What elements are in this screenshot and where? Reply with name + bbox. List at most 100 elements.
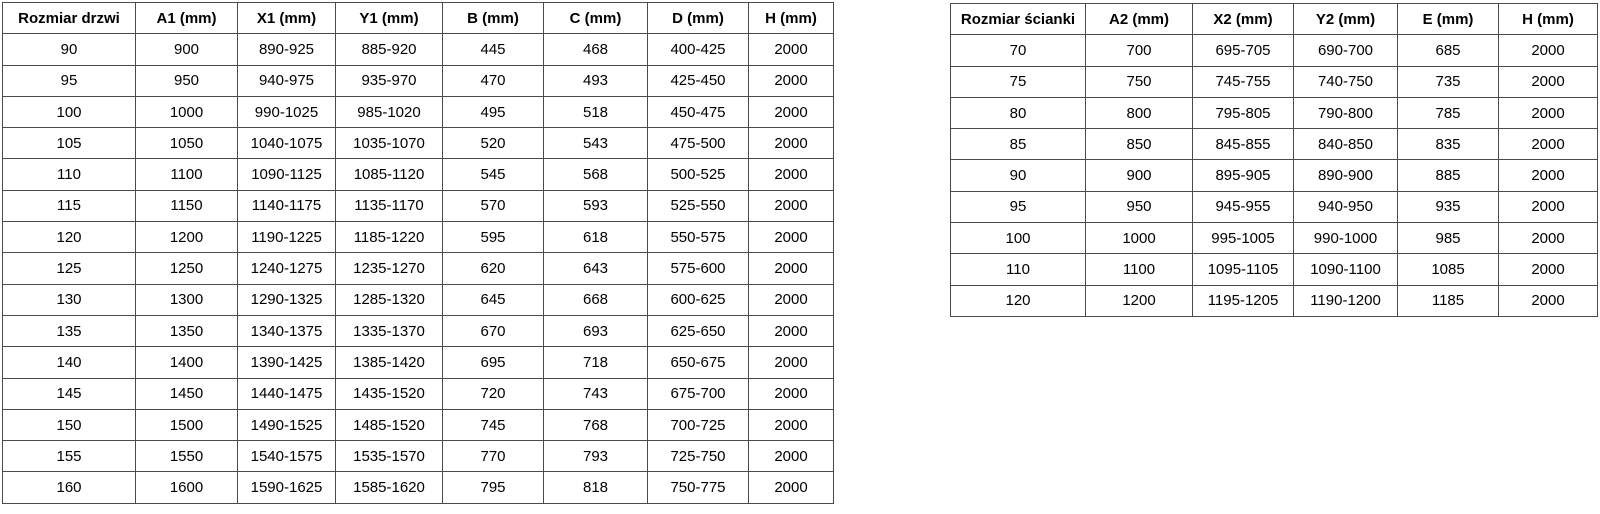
table-cell: 720 — [442, 377, 544, 410]
table-row: 100 1000 995-1005 990-1000 985 2000 — [950, 222, 1598, 255]
table-cell: 895-905 — [1192, 159, 1294, 192]
column-header: Rozmiar ścianki — [950, 2, 1086, 36]
table-cell: 1600 — [135, 471, 238, 504]
table-row: 100 1000 990-1025 985-1020 495 518 450-475 2000 — [2, 95, 834, 129]
table-cell: 890-900 — [1293, 159, 1398, 192]
table-row: 110 1100 1090-1125 1085-1120 545 568 500-525 20… — [2, 158, 834, 191]
column-header: Rozmiar drzwi — [2, 1, 136, 35]
door-table-header-row: Rozmiar drzwi A1 (mm) X1 (mm) Y1 (mm) B (mm)… — [2, 1, 834, 35]
table-cell: 1340-1375 — [237, 314, 336, 348]
table-cell: 90 — [2, 33, 136, 66]
table-cell: 668 — [543, 283, 648, 316]
column-header: B (mm) — [442, 1, 544, 35]
table-cell: 115 — [2, 189, 136, 223]
table-cell: 1085-1120 — [335, 158, 443, 191]
table-cell: 985-1020 — [335, 95, 443, 129]
table-row: 135 1350 1340-1375 1335-1370 670 693 625-650 20… — [2, 314, 834, 348]
table-cell: 1100 — [1085, 253, 1193, 286]
table-cell: 745-755 — [1192, 65, 1294, 98]
wall-size-table: Rozmiar ścianki A2 (mm) X2 (mm) Y2 (mm) E (m… — [950, 2, 1598, 317]
table-cell: 1350 — [135, 314, 238, 348]
table-cell: 1300 — [135, 283, 238, 316]
table-cell: 1195-1205 — [1192, 284, 1294, 317]
table-cell: 575-600 — [647, 252, 749, 285]
table-cell: 1185 — [1397, 284, 1499, 317]
table-cell: 600-625 — [647, 283, 749, 316]
table-row: 95 950 945-955 940-950 935 2000 — [950, 190, 1598, 224]
table-cell: 1140-1175 — [237, 189, 336, 223]
table-cell: 1040-1075 — [237, 127, 336, 160]
table-cell: 518 — [543, 95, 648, 129]
table-cell: 800 — [1085, 96, 1193, 130]
table-cell: 945-955 — [1192, 190, 1294, 224]
table-cell: 1485-1520 — [335, 408, 443, 442]
column-header: H (mm) — [1498, 2, 1598, 36]
table-cell: 145 — [2, 377, 136, 410]
table-cell: 1035-1070 — [335, 127, 443, 160]
table-cell: 1335-1370 — [335, 314, 443, 348]
table-cell: 1435-1520 — [335, 377, 443, 410]
table-cell: 475-500 — [647, 127, 749, 160]
table-row: 110 1100 1095-1105 1090-1100 1085 2000 — [950, 253, 1598, 286]
table-cell: 950 — [1085, 190, 1193, 224]
table-cell: 520 — [442, 127, 544, 160]
table-row: 125 1250 1240-1275 1235-1270 620 643 575-600 20… — [2, 252, 834, 285]
table-cell: 95 — [950, 190, 1086, 224]
table-cell: 900 — [1085, 159, 1193, 192]
table-cell: 135 — [2, 314, 136, 348]
table-cell: 2000 — [748, 346, 834, 379]
table-row: 75 750 745-755 740-750 735 2000 — [950, 65, 1598, 98]
table-cell: 125 — [2, 252, 136, 285]
table-cell: 835 — [1397, 128, 1499, 161]
table-cell: 1095-1105 — [1192, 253, 1294, 286]
table-cell: 500-525 — [647, 158, 749, 191]
table-cell: 1400 — [135, 346, 238, 379]
table-cell: 950 — [135, 64, 238, 97]
table-cell: 1135-1170 — [335, 189, 443, 223]
table-cell: 105 — [2, 127, 136, 160]
table-cell: 120 — [950, 284, 1086, 317]
table-row: 120 1200 1190-1225 1185-1220 595 618 550-575 20… — [2, 221, 834, 254]
table-cell: 900 — [135, 33, 238, 66]
table-cell: 990-1000 — [1293, 222, 1398, 255]
table-cell: 150 — [2, 408, 136, 442]
table-row: 130 1300 1290-1325 1285-1320 645 668 600-625 20… — [2, 283, 834, 316]
table-cell: 985 — [1397, 222, 1499, 255]
table-cell: 990-1025 — [237, 95, 336, 129]
table-row: 145 1450 1440-1475 1435-1520 720 743 675-700 20… — [2, 377, 834, 410]
table-cell: 1390-1425 — [237, 346, 336, 379]
table-cell: 1385-1420 — [335, 346, 443, 379]
column-header: A2 (mm) — [1085, 2, 1193, 36]
table-cell: 618 — [543, 221, 648, 254]
table-cell: 110 — [2, 158, 136, 191]
table-cell: 110 — [950, 253, 1086, 286]
table-cell: 2000 — [1498, 190, 1598, 224]
table-cell: 790-800 — [1293, 96, 1398, 130]
table-cell: 595 — [442, 221, 544, 254]
table-cell: 1190-1225 — [237, 221, 336, 254]
table-cell: 70 — [950, 34, 1086, 67]
table-cell: 840-850 — [1293, 128, 1398, 161]
table-cell: 718 — [543, 346, 648, 379]
table-cell: 2000 — [1498, 253, 1598, 286]
table-cell: 2000 — [1498, 284, 1598, 317]
table-cell: 885 — [1397, 159, 1499, 192]
table-cell: 130 — [2, 283, 136, 316]
table-cell: 2000 — [748, 440, 834, 473]
table-cell: 2000 — [748, 158, 834, 191]
table-cell: 940-975 — [237, 64, 336, 97]
table-cell: 750 — [1085, 65, 1193, 98]
table-cell: 1490-1525 — [237, 408, 336, 442]
table-cell: 140 — [2, 346, 136, 379]
table-cell: 743 — [543, 377, 648, 410]
column-header: D (mm) — [647, 1, 749, 35]
table-cell: 2000 — [748, 471, 834, 504]
table-cell: 550-575 — [647, 221, 749, 254]
table-cell: 693 — [543, 314, 648, 348]
table-cell: 890-925 — [237, 33, 336, 66]
table-cell: 1185-1220 — [335, 221, 443, 254]
table-cell: 1585-1620 — [335, 471, 443, 504]
table-cell: 100 — [950, 222, 1086, 255]
table-cell: 543 — [543, 127, 648, 160]
